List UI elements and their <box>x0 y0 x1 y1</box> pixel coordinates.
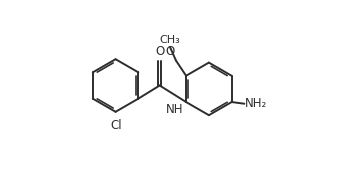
Text: NH: NH <box>166 103 183 116</box>
Text: NH₂: NH₂ <box>245 97 267 110</box>
Text: O: O <box>165 45 174 58</box>
Text: CH₃: CH₃ <box>160 35 180 45</box>
Text: Cl: Cl <box>111 119 122 132</box>
Text: O: O <box>155 44 164 57</box>
